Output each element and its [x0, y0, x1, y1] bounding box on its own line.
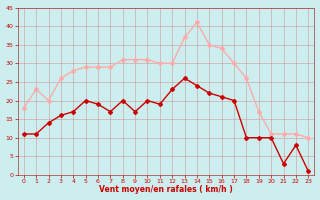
X-axis label: Vent moyen/en rafales ( km/h ): Vent moyen/en rafales ( km/h ): [99, 185, 233, 194]
